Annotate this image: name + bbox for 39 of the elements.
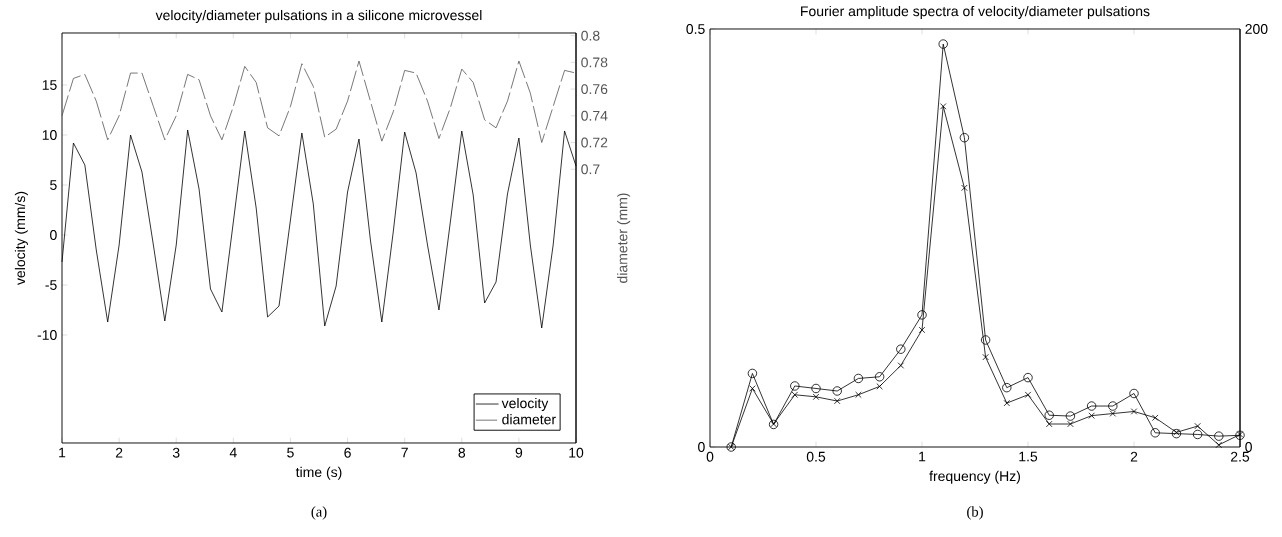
legend-label: velocity <box>501 397 549 411</box>
x-tick-label: 7 <box>401 447 408 458</box>
y2-tick-label: 200 <box>1245 24 1268 34</box>
x-tick-label: 2.5 <box>1230 451 1250 462</box>
y-tick-label: 0 <box>50 230 57 240</box>
x-tick-label: 1 <box>59 447 66 458</box>
legend-label: diameter <box>502 414 556 425</box>
y2-tick-label: 0.7 <box>581 164 600 175</box>
x-tick-label: 2 <box>115 447 123 458</box>
y-axis-title: velocity (mm/s) <box>14 191 28 286</box>
y2-axis-title: diameter (mm) <box>617 193 631 283</box>
chart-title: velocity/diameter pulsations in a silicone microvessel <box>155 9 482 23</box>
y-tick-label: -10 <box>37 330 57 340</box>
y2-tick-label: 0.8 <box>581 30 600 41</box>
y-tick-label: 5 <box>50 180 57 190</box>
x-tick-label: 8 <box>458 447 466 458</box>
x-tick-label: 6 <box>344 447 351 458</box>
y2-tick-label: 0.74 <box>581 110 608 121</box>
x-tick-label: 0.5 <box>806 451 826 462</box>
x-tick-label: 0 <box>706 451 714 462</box>
x-axis-title: frequency (Hz) <box>929 470 1021 484</box>
x-tick-label: 3 <box>172 447 180 458</box>
chart-title: Fourier amplitude spectra of velocity/diameter pulsations <box>801 5 1150 19</box>
y2-tick-label: 0.72 <box>581 137 608 148</box>
text: (a) <box>311 506 327 520</box>
y2-tick-label: 0.76 <box>581 84 608 95</box>
x-tick-label: 4 <box>229 447 237 458</box>
x-tick-label: 5 <box>287 447 294 458</box>
x-tick-label: 9 <box>515 447 523 458</box>
y-tick-label: -5 <box>45 280 57 290</box>
x-tick-label: 1.5 <box>1019 451 1038 462</box>
y-tick-label: 10 <box>42 130 57 140</box>
x-tick-label: 2 <box>1130 451 1138 462</box>
x-tick-label: 1 <box>919 451 926 462</box>
y2-tick-label: 0.78 <box>581 57 608 68</box>
y-tick-label: 15 <box>42 80 57 90</box>
text: (b) <box>967 506 983 520</box>
x-axis-title: time (s) <box>295 466 342 480</box>
x-tick-label: 10 <box>569 447 584 458</box>
